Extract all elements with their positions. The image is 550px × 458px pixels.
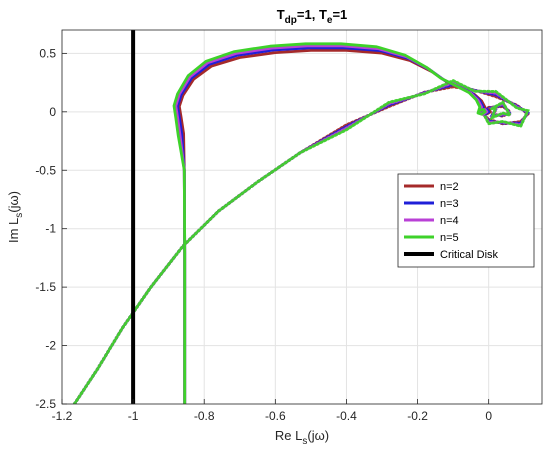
x-tick-label: 0 bbox=[485, 409, 492, 423]
y-tick-label: -1 bbox=[45, 222, 56, 236]
x-tick-label: -1 bbox=[128, 409, 139, 423]
plot-series bbox=[72, 30, 530, 404]
ylabel-a: Im L bbox=[6, 218, 21, 243]
solid-curve-n=5 bbox=[172, 42, 487, 404]
title-t2: T bbox=[319, 7, 327, 22]
x-tick-label: -0.4 bbox=[336, 409, 357, 423]
y-axis-title: Im Ls(jω) bbox=[6, 191, 25, 243]
legend-label-n=4: n=4 bbox=[440, 215, 459, 227]
dotted-curve-n=5 bbox=[72, 78, 530, 404]
y-tick-label: -0.5 bbox=[35, 163, 56, 177]
title-t1: T bbox=[277, 7, 285, 22]
xlabel-b: (jω) bbox=[307, 428, 329, 443]
title-s1: dp bbox=[285, 15, 297, 26]
ylabel-sub: s bbox=[14, 213, 25, 218]
legend-label-n=3: n=3 bbox=[440, 198, 459, 210]
title-v1: =1, bbox=[297, 7, 319, 22]
x-tick-label: -0.2 bbox=[407, 409, 428, 423]
x-tick-label: -1.2 bbox=[52, 409, 73, 423]
chart-title: Tdp=1, Te=1 bbox=[277, 7, 348, 26]
ylabel-b: (jω) bbox=[6, 191, 21, 213]
legend-label-Critical Disk: Critical Disk bbox=[440, 249, 499, 261]
xlabel-a: Re L bbox=[275, 428, 302, 443]
y-tick-label: 0.5 bbox=[39, 46, 56, 60]
y-tick-label: -1.5 bbox=[35, 280, 56, 294]
x-axis-title: Re Ls(jω) bbox=[275, 428, 329, 447]
y-tick-label: 0 bbox=[49, 105, 56, 119]
solid-curve-n=4 bbox=[174, 44, 489, 404]
y-tick-label: -2 bbox=[45, 339, 56, 353]
legend-label-n=5: n=5 bbox=[440, 232, 459, 244]
xlabel-sub: s bbox=[302, 436, 307, 447]
plot-frame bbox=[61, 29, 543, 405]
title-v2: =1 bbox=[332, 7, 347, 22]
solid-curve-n=3 bbox=[176, 46, 491, 404]
x-tick-label: -0.6 bbox=[265, 409, 286, 423]
x-tick-label: -0.8 bbox=[194, 409, 215, 423]
y-tick-label: -2.5 bbox=[35, 397, 56, 411]
legend-label-n=2: n=2 bbox=[440, 181, 459, 193]
axis-ticks: -1.2 -1 -0.8 -0.6 -0.4 -0.2 0 -2.5 -2 -1.5 -1 -0.5 0… bbox=[35, 46, 492, 423]
title-s2: e bbox=[327, 15, 333, 26]
legend: n=2 n=3 n=4 n=5 Critical Disk bbox=[397, 173, 535, 268]
